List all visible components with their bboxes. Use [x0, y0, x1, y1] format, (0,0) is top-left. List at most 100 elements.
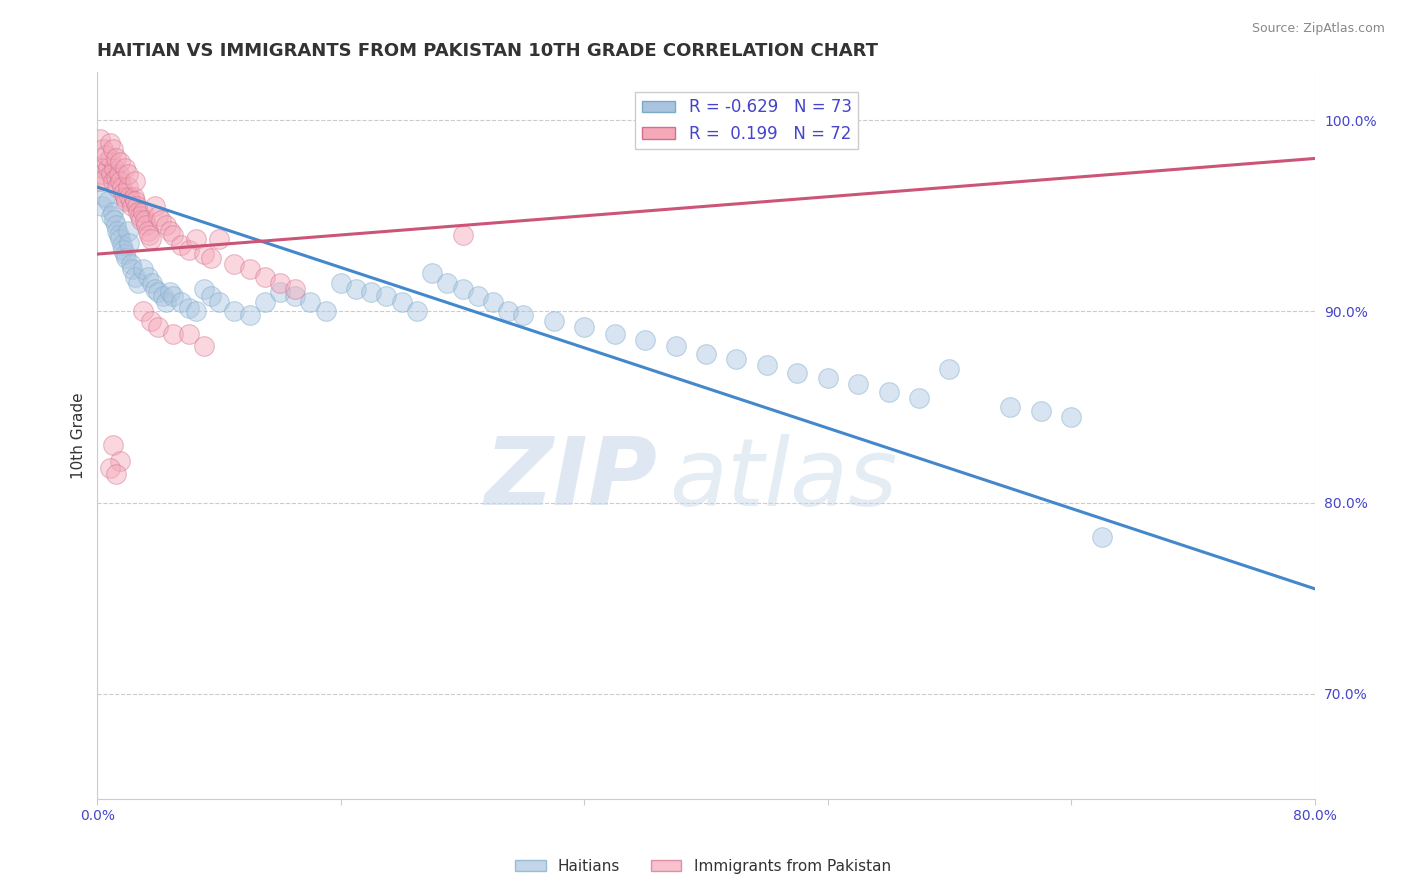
Point [177, 244, 200, 258]
Point [269, 285, 291, 300]
Point [159, 285, 181, 300]
Point [512, 308, 534, 322]
Point [138, 227, 160, 242]
Point [846, 377, 869, 392]
Text: ZIP: ZIP [485, 434, 657, 525]
Point [124, 194, 146, 208]
Point [118, 190, 141, 204]
Point [96, 155, 118, 169]
Point [141, 276, 163, 290]
Point [100, 209, 122, 223]
Point [121, 199, 143, 213]
Point [107, 167, 129, 181]
Point [200, 289, 222, 303]
Point [104, 170, 127, 185]
Point [148, 209, 170, 223]
Point [148, 285, 170, 300]
Point [162, 289, 184, 303]
Point [148, 319, 170, 334]
Point [695, 346, 717, 360]
Point [877, 384, 900, 399]
Point [89, 174, 111, 188]
Point [200, 251, 222, 265]
Point [420, 266, 443, 280]
Point [101, 205, 124, 219]
Point [155, 294, 177, 309]
Legend: R = -0.629   N = 73, R =  0.199   N = 72: R = -0.629 N = 73, R = 0.199 N = 72 [636, 92, 858, 149]
Point [121, 262, 143, 277]
Point [100, 167, 122, 181]
Point [139, 314, 162, 328]
Point [405, 304, 427, 318]
Point [103, 161, 125, 175]
Point [391, 294, 413, 309]
Point [108, 155, 131, 169]
Point [93, 161, 115, 175]
Point [375, 289, 398, 303]
Point [111, 237, 134, 252]
Point [451, 227, 474, 242]
Point [101, 438, 124, 452]
Point [124, 270, 146, 285]
Point [108, 232, 131, 246]
Point [634, 333, 657, 347]
Point [108, 453, 131, 467]
Point [224, 304, 246, 318]
Point [132, 304, 155, 318]
Point [574, 319, 596, 334]
Point [186, 304, 208, 318]
Point [284, 281, 307, 295]
Point [124, 174, 146, 188]
Point [132, 262, 155, 277]
Point [315, 304, 337, 318]
Point [1000, 400, 1022, 414]
Point [104, 219, 127, 233]
Point [150, 212, 173, 227]
Point [105, 180, 128, 194]
Point [162, 327, 184, 342]
Point [253, 294, 276, 309]
Point [269, 276, 291, 290]
Point [224, 257, 246, 271]
Text: atlas: atlas [669, 434, 897, 524]
Point [125, 199, 148, 213]
Legend: Haitians, Immigrants from Pakistan: Haitians, Immigrants from Pakistan [509, 853, 897, 880]
Point [114, 247, 136, 261]
Text: HAITIAN VS IMMIGRANTS FROM PAKISTAN 10TH GRADE CORRELATION CHART: HAITIAN VS IMMIGRANTS FROM PAKISTAN 10TH… [97, 42, 879, 60]
Point [104, 467, 127, 481]
Point [170, 294, 193, 309]
Point [177, 327, 200, 342]
Point [299, 294, 322, 309]
Point [97, 194, 120, 208]
Point [114, 161, 136, 175]
Point [112, 244, 135, 258]
Point [97, 161, 120, 175]
Point [193, 281, 215, 295]
Point [193, 339, 215, 353]
Point [143, 281, 166, 295]
Point [131, 212, 153, 227]
Point [143, 199, 166, 213]
Point [127, 205, 149, 219]
Point [139, 232, 162, 246]
Point [186, 232, 208, 246]
Point [482, 294, 505, 309]
Point [98, 461, 121, 475]
Point [177, 301, 200, 315]
Point [96, 147, 118, 161]
Point [162, 227, 184, 242]
Y-axis label: 10th Grade: 10th Grade [72, 392, 86, 479]
Point [496, 304, 519, 318]
Point [98, 136, 121, 151]
Point [543, 314, 565, 328]
Point [111, 180, 134, 194]
Point [436, 276, 458, 290]
Point [98, 152, 121, 166]
Point [1029, 404, 1052, 418]
Point [118, 235, 141, 250]
Text: Source: ZipAtlas.com: Source: ZipAtlas.com [1251, 22, 1385, 36]
Point [89, 132, 111, 146]
Point [129, 209, 152, 223]
Point [134, 212, 156, 227]
Point [112, 186, 135, 200]
